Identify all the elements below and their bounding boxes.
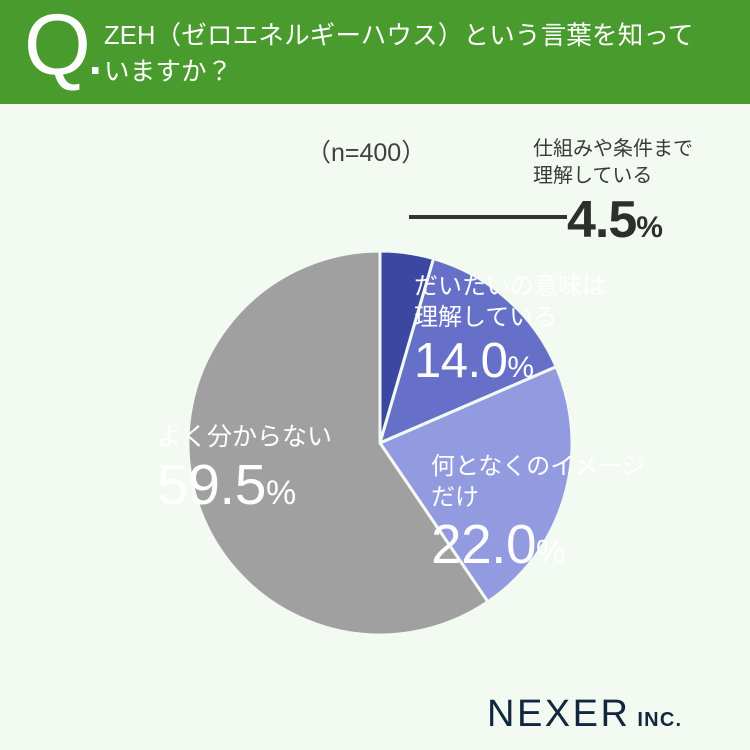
- slice-percent-symbol: %: [636, 211, 663, 244]
- slice-value-understand-roughly: 14.0%: [414, 333, 606, 396]
- slice-percent-symbol: %: [265, 474, 297, 512]
- pie-chart-svg: [188, 251, 572, 635]
- slice-label-dont-know: よく分からない 59.5%: [157, 422, 332, 525]
- question-text: ZEH（ゼロエネルギーハウス）という言葉を知って いますか？: [104, 18, 734, 90]
- slice-percent-symbol: %: [507, 351, 535, 384]
- question-line-1: ZEH（ゼロエネルギーハウス）という言葉を知って: [104, 22, 694, 50]
- slice-value-vague-image: 22.0%: [431, 513, 646, 583]
- slice-value-dont-know: 59.5%: [157, 453, 332, 525]
- logo-suffix-text: INC.: [637, 709, 683, 731]
- pie-slice-understand-roughly[interactable]: [377, 256, 559, 446]
- slice-label-line-2: だけ: [431, 484, 479, 511]
- q-letter: Q: [24, 0, 91, 93]
- slice-value-number: 22.0: [431, 513, 537, 575]
- nexer-logo: NEXER INC.: [487, 694, 682, 740]
- callout-label-line-2: 理解している: [533, 165, 653, 187]
- slice-label-line-2: 理解している: [414, 304, 558, 331]
- question-line-2: いますか？: [104, 58, 233, 86]
- pie-slice-vague-image[interactable]: [377, 364, 572, 604]
- logo-brand-text: NEXER: [487, 693, 631, 735]
- slice-label-line-1: よく分からない: [157, 423, 333, 451]
- slice-label-line-1: だいたいの意味は: [414, 273, 606, 300]
- slice-value-understand-fully: 4.5%: [567, 192, 663, 256]
- slice-label-understand-roughly: だいたいの意味は 理解している 14.0%: [414, 271, 606, 396]
- slice-label-line-1: 何となくのイメージ: [431, 453, 646, 480]
- slice-percent-symbol: %: [536, 533, 566, 570]
- slice-value-number: 4.5: [567, 191, 637, 249]
- pie-chart: [188, 251, 572, 635]
- sample-size-label: （n=400）: [306, 139, 427, 167]
- question-mark-letter: Q.: [24, 0, 102, 101]
- callout-leader-line: [409, 215, 567, 219]
- slice-value-number: 14.0: [414, 334, 508, 388]
- slice-label-understand-fully: 仕組みや条件まで 理解している 4.5%: [533, 136, 748, 248]
- pie-slice-dont-know[interactable]: [188, 251, 491, 635]
- slice-label-vague-image: 何となくのイメージ だけ 22.0%: [431, 451, 646, 583]
- callout-label-line-1: 仕組みや条件まで: [533, 138, 693, 160]
- question-header: Q. ZEH（ゼロエネルギーハウス）という言葉を知って いますか？: [0, 0, 750, 104]
- q-period: .: [88, 32, 102, 84]
- slice-value-number: 59.5: [157, 453, 266, 517]
